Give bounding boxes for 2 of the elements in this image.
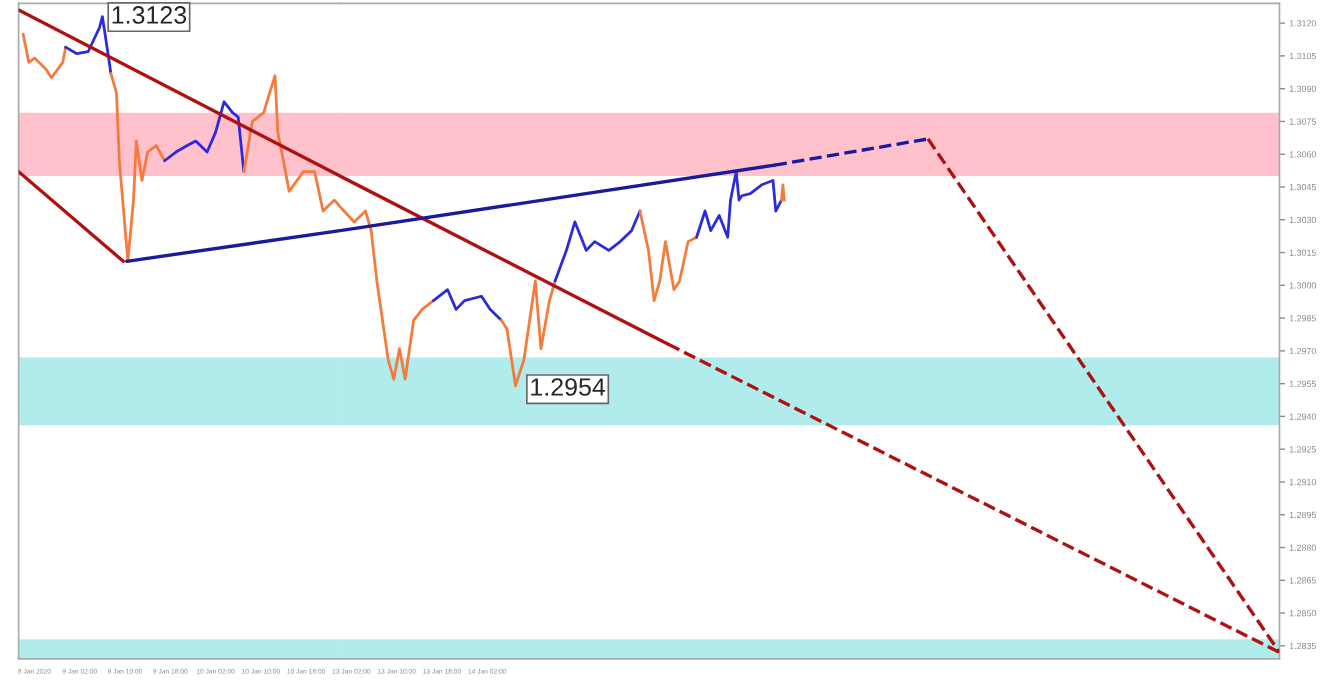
annotation: 1.2954 [531,378,606,396]
annotation: 1.3123 [112,6,187,24]
